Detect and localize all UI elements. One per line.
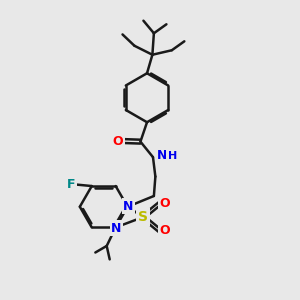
Text: N: N	[158, 149, 168, 163]
Text: F: F	[67, 178, 75, 191]
Text: O: O	[113, 134, 123, 148]
Text: S: S	[138, 210, 148, 224]
Text: H: H	[168, 151, 177, 161]
Text: O: O	[160, 197, 170, 210]
Text: N: N	[123, 200, 134, 213]
Text: N: N	[111, 221, 122, 235]
Text: O: O	[160, 224, 170, 237]
